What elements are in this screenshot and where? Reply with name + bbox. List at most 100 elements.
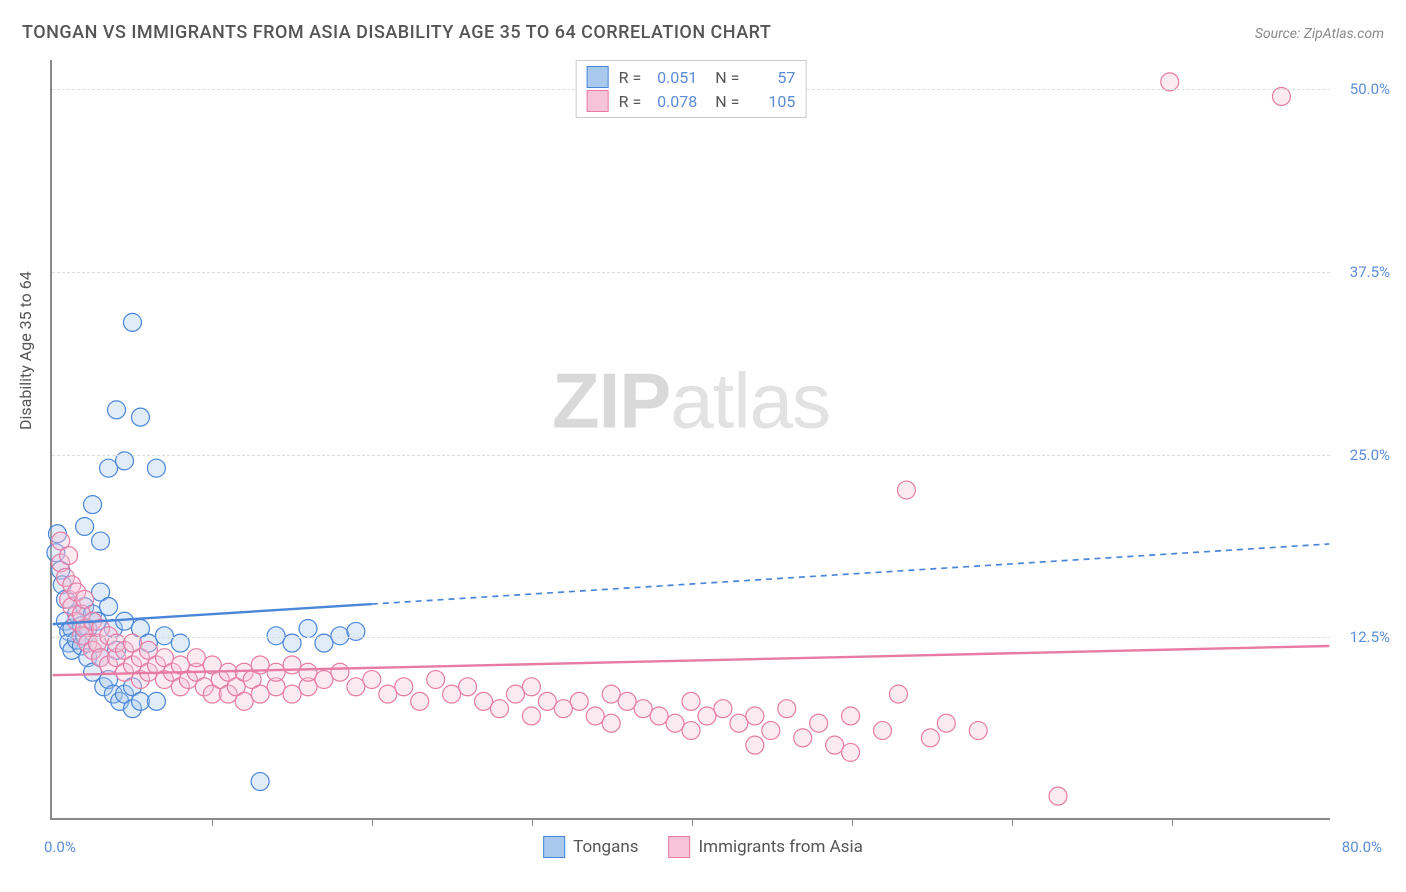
data-point [921,729,939,747]
grid-line [52,272,1330,273]
data-point [379,685,397,703]
data-point [842,707,860,725]
data-point [714,700,732,718]
data-point [443,685,461,703]
data-point [363,671,381,689]
y-tick-label: 50.0% [1350,80,1390,98]
data-point [283,656,301,674]
swatch-blue-icon [543,836,565,858]
y-tick-label: 25.0% [1350,446,1390,464]
data-point [315,671,333,689]
data-point [267,663,285,681]
data-point [347,678,365,696]
y-tick-label: 12.5% [1350,628,1390,646]
data-point [762,722,780,740]
x-tick [692,818,693,826]
data-point [522,707,540,725]
data-point [634,700,652,718]
data-point [131,408,149,426]
data-point [116,612,134,630]
data-point [618,692,636,710]
data-point [147,692,165,710]
data-point [251,685,269,703]
data-point [235,692,253,710]
data-point [155,627,173,645]
x-tick [532,818,533,826]
data-point [586,707,604,725]
data-point [602,685,620,703]
data-point [554,700,572,718]
data-point [299,620,317,638]
x-min-label: 0.0% [44,838,76,856]
data-point [682,722,700,740]
data-point [602,714,620,732]
trend-line [53,646,1330,675]
data-point [570,692,588,710]
data-point [522,678,540,696]
chart-title: TONGAN VS IMMIGRANTS FROM ASIA DISABILIT… [22,22,771,43]
data-point [475,692,493,710]
data-point [778,700,796,718]
data-point [92,532,110,550]
data-point [682,692,700,710]
data-point [251,773,269,791]
x-max-label: 80.0% [1342,838,1382,856]
data-point [969,722,987,740]
stats-row-tongans: R =0.051 N =57 [587,65,796,89]
data-point [666,714,684,732]
data-point [299,663,317,681]
data-point [108,401,126,419]
legend-item-tongans: Tongans [543,836,638,858]
data-point [76,590,94,608]
grid-line [52,637,1330,638]
data-point [147,459,165,477]
x-tick [212,818,213,826]
source-attribution: Source: ZipAtlas.com [1255,26,1384,42]
y-tick-label: 37.5% [1350,263,1390,281]
data-point [650,707,668,725]
data-point [889,685,907,703]
data-point [100,598,118,616]
data-point [100,459,118,477]
data-point [331,663,349,681]
data-point [730,714,748,732]
data-point [331,627,349,645]
data-point [187,649,205,667]
data-point [794,729,812,747]
legend-item-immigrants: Immigrants from Asia [669,836,863,858]
swatch-pink-icon [669,836,691,858]
data-point [746,736,764,754]
data-point [411,692,429,710]
stats-row-immigrants: R =0.078 N =105 [587,89,796,113]
swatch-pink [587,90,609,112]
data-point [283,685,301,703]
plot-area: ZIPatlas R =0.051 N =57 R =0.078 N =105 … [50,60,1330,820]
x-tick [1012,818,1013,826]
data-point [267,627,285,645]
trend-line-dashed [372,544,1329,604]
data-point [874,722,892,740]
data-point [897,481,915,499]
data-point [76,517,94,535]
data-point [459,678,477,696]
data-point [491,700,509,718]
data-point [84,496,102,514]
data-point [826,736,844,754]
x-tick [1172,818,1173,826]
y-axis-label: Disability Age 35 to 64 [16,271,35,430]
stats-legend: R =0.051 N =57 R =0.078 N =105 [576,60,807,118]
data-point [506,685,524,703]
grid-line [52,455,1330,456]
data-point [395,678,413,696]
x-tick [372,818,373,826]
data-point [698,707,716,725]
data-point [746,707,764,725]
data-point [810,714,828,732]
data-point [60,547,78,565]
swatch-blue [587,66,609,88]
data-point [842,743,860,761]
bottom-legend: Tongans Immigrants from Asia [543,836,863,858]
data-point [937,714,955,732]
data-point [131,692,149,710]
data-point [1161,73,1179,91]
